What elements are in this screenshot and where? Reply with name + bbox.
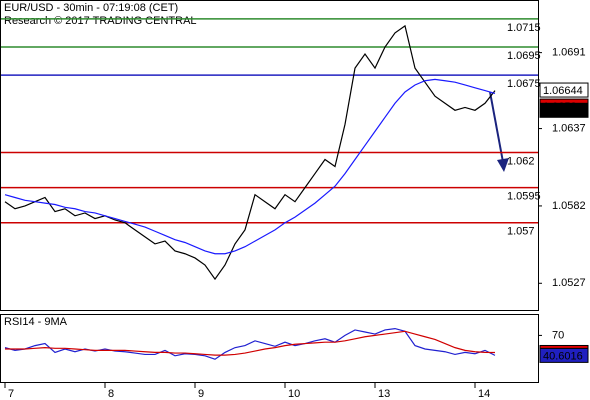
rsi-frame xyxy=(0,314,539,383)
price-badge-label: 1.06644 xyxy=(543,85,583,97)
series-line xyxy=(4,327,496,360)
series-line xyxy=(4,78,496,255)
forecast-arrow-head xyxy=(497,158,509,172)
x-tick-label: 9 xyxy=(198,388,204,400)
series-line xyxy=(4,24,496,281)
level-label: 1.0595 xyxy=(507,191,541,203)
y-tick-label: 1.0527 xyxy=(552,277,586,289)
y-tick-label: 1.0582 xyxy=(552,200,586,212)
series-line xyxy=(5,330,496,356)
forecast-arrow xyxy=(489,91,504,163)
level-label: 1.0715 xyxy=(507,22,541,34)
x-tick-label: 13 xyxy=(378,388,390,400)
x-tick-label: 7 xyxy=(8,388,14,400)
x-tick-label: 14 xyxy=(478,388,490,400)
y-tick-label: 70 xyxy=(552,329,564,341)
price-frame xyxy=(0,0,539,311)
price-badge-label: 40.6016 xyxy=(543,350,583,362)
price-badge xyxy=(539,347,589,363)
chart-title: EUR/USD - 30min - 07:19:08 (CET) xyxy=(4,2,178,14)
level-label: 1.0675 xyxy=(507,78,541,90)
price-badge-label: 1.065 xyxy=(543,105,571,117)
y-tick-label: 1.0637 xyxy=(552,122,586,134)
y-tick-label: 1.0691 xyxy=(552,47,586,59)
chart-subtitle: Research © 2017 TRADING CENTRAL xyxy=(4,15,197,27)
level-label: 1.062 xyxy=(507,155,535,167)
rsi-title: RSI14 - 9MA xyxy=(4,316,68,328)
price-badge xyxy=(539,82,589,98)
price-badge xyxy=(539,102,589,118)
level-label: 1.057 xyxy=(507,226,535,238)
x-tick-label: 8 xyxy=(108,388,114,400)
x-tick-label: 10 xyxy=(288,388,300,400)
level-label: 1.0695 xyxy=(507,50,541,62)
